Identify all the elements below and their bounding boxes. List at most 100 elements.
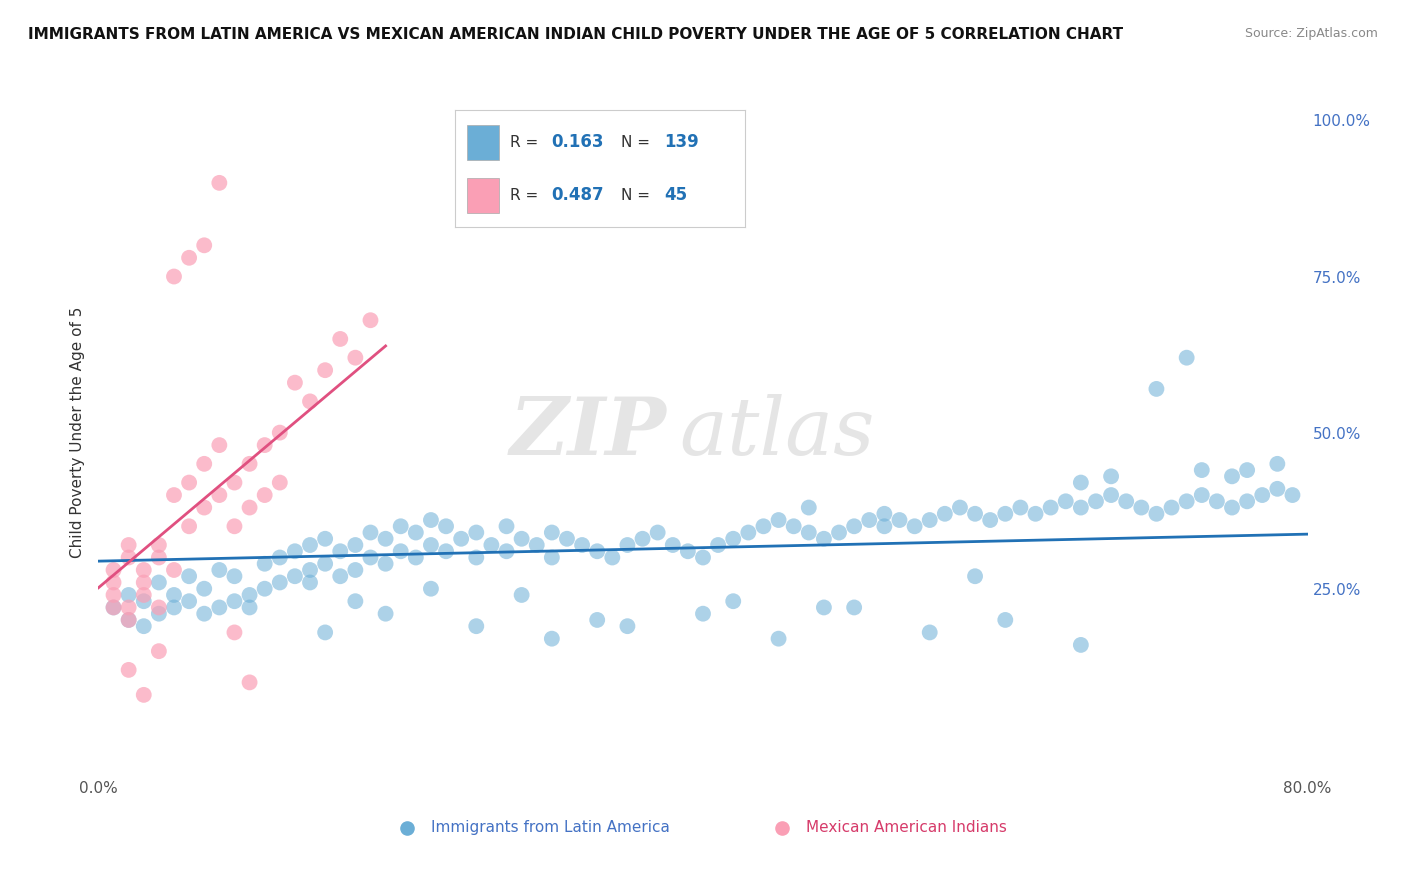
Point bbox=[1024, 507, 1046, 521]
Point bbox=[631, 532, 654, 546]
Point bbox=[329, 569, 352, 583]
Point bbox=[360, 550, 382, 565]
Point bbox=[1070, 500, 1092, 515]
Point bbox=[163, 269, 186, 284]
Point bbox=[540, 525, 562, 540]
Point bbox=[571, 538, 593, 552]
Point bbox=[1085, 494, 1108, 508]
Point bbox=[647, 525, 669, 540]
Point bbox=[1236, 494, 1258, 508]
Point bbox=[1236, 463, 1258, 477]
Point bbox=[1099, 469, 1122, 483]
Point bbox=[1070, 638, 1092, 652]
Point bbox=[239, 600, 262, 615]
Point bbox=[118, 550, 141, 565]
Point bbox=[1144, 507, 1167, 521]
Point bbox=[193, 238, 215, 252]
Point bbox=[284, 376, 307, 390]
Point bbox=[284, 544, 307, 558]
Point bbox=[132, 594, 155, 608]
Point bbox=[389, 544, 412, 558]
Point bbox=[465, 525, 488, 540]
Point bbox=[389, 519, 412, 533]
Point bbox=[941, 785, 963, 799]
Point bbox=[434, 544, 457, 558]
Point bbox=[1267, 457, 1289, 471]
Point bbox=[692, 607, 714, 621]
Point bbox=[1175, 494, 1198, 508]
Point bbox=[949, 500, 972, 515]
Point bbox=[737, 525, 759, 540]
Point bbox=[269, 425, 291, 440]
Point bbox=[1054, 494, 1077, 508]
Point bbox=[269, 475, 291, 490]
Point bbox=[1220, 500, 1243, 515]
Point bbox=[813, 532, 835, 546]
Point bbox=[239, 457, 262, 471]
Point bbox=[723, 532, 745, 546]
Point bbox=[918, 625, 941, 640]
Point bbox=[179, 251, 201, 265]
Point bbox=[269, 550, 291, 565]
Point bbox=[979, 513, 1001, 527]
Point bbox=[179, 475, 201, 490]
Point bbox=[374, 532, 396, 546]
Point bbox=[602, 550, 624, 565]
Point bbox=[994, 507, 1017, 521]
Point bbox=[918, 513, 941, 527]
Point bbox=[103, 600, 125, 615]
Point bbox=[934, 507, 956, 521]
Point bbox=[481, 538, 503, 552]
Point bbox=[994, 613, 1017, 627]
Point bbox=[314, 557, 336, 571]
Point bbox=[193, 457, 215, 471]
Point bbox=[163, 488, 186, 502]
Point bbox=[344, 563, 367, 577]
Point bbox=[1191, 488, 1213, 502]
Point bbox=[1267, 482, 1289, 496]
Point bbox=[1206, 494, 1229, 508]
Point bbox=[723, 594, 745, 608]
Point bbox=[420, 582, 443, 596]
Point bbox=[1010, 500, 1032, 515]
Point bbox=[889, 513, 911, 527]
Text: ZIP: ZIP bbox=[510, 394, 666, 471]
Point bbox=[797, 525, 820, 540]
Point bbox=[510, 532, 533, 546]
Point bbox=[148, 538, 170, 552]
Point bbox=[344, 594, 367, 608]
Point bbox=[465, 550, 488, 565]
Point bbox=[768, 513, 790, 527]
Point bbox=[224, 625, 246, 640]
Point bbox=[1070, 475, 1092, 490]
Point bbox=[148, 600, 170, 615]
Point bbox=[344, 351, 367, 365]
Point bbox=[239, 675, 262, 690]
Point bbox=[103, 575, 125, 590]
Point bbox=[1039, 500, 1062, 515]
Point bbox=[253, 488, 276, 502]
Point bbox=[526, 538, 548, 552]
Point bbox=[420, 513, 443, 527]
Point bbox=[132, 688, 155, 702]
Point bbox=[299, 563, 322, 577]
Point bbox=[179, 594, 201, 608]
Point bbox=[616, 538, 638, 552]
Point bbox=[224, 475, 246, 490]
Text: Mexican American Indians: Mexican American Indians bbox=[806, 820, 1007, 835]
Point bbox=[1160, 500, 1182, 515]
Point bbox=[405, 550, 427, 565]
Point bbox=[1191, 463, 1213, 477]
Point bbox=[224, 594, 246, 608]
Point bbox=[118, 600, 141, 615]
Point bbox=[540, 632, 562, 646]
Point bbox=[269, 575, 291, 590]
Point bbox=[299, 538, 322, 552]
Point bbox=[434, 519, 457, 533]
Point bbox=[118, 588, 141, 602]
Point bbox=[224, 569, 246, 583]
Point bbox=[783, 519, 806, 533]
Point bbox=[873, 519, 896, 533]
Point bbox=[1251, 488, 1274, 502]
Point bbox=[148, 550, 170, 565]
